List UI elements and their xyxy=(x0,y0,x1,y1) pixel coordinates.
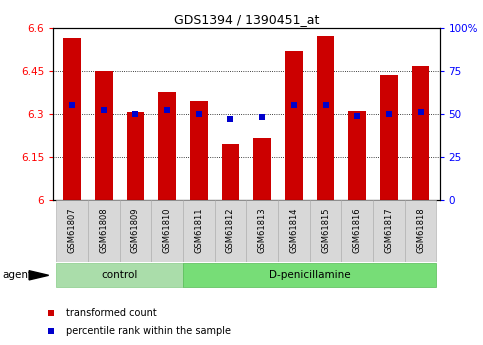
Text: GSM61807: GSM61807 xyxy=(68,207,77,253)
Bar xyxy=(63,38,81,200)
Bar xyxy=(57,200,88,262)
Text: control: control xyxy=(101,270,138,280)
Bar xyxy=(285,51,302,200)
Title: GDS1394 / 1390451_at: GDS1394 / 1390451_at xyxy=(174,13,319,27)
Bar xyxy=(88,200,120,262)
Bar xyxy=(405,200,436,262)
Bar xyxy=(190,101,208,200)
Bar xyxy=(95,71,113,200)
Text: D-penicillamine: D-penicillamine xyxy=(269,270,351,280)
Bar xyxy=(278,200,310,262)
Text: GSM61815: GSM61815 xyxy=(321,207,330,253)
Bar xyxy=(380,75,398,200)
Bar xyxy=(151,200,183,262)
Bar xyxy=(317,36,334,200)
Text: GSM61817: GSM61817 xyxy=(384,207,393,253)
Bar xyxy=(373,200,405,262)
Bar xyxy=(310,200,341,262)
Bar xyxy=(348,111,366,200)
Bar xyxy=(57,264,183,287)
Text: agent: agent xyxy=(2,270,32,280)
Bar xyxy=(246,200,278,262)
Bar xyxy=(158,92,176,200)
Bar xyxy=(341,200,373,262)
Text: GSM61808: GSM61808 xyxy=(99,207,108,253)
Bar xyxy=(120,200,151,262)
Text: GSM61814: GSM61814 xyxy=(289,207,298,253)
Text: GSM61809: GSM61809 xyxy=(131,207,140,253)
Bar xyxy=(127,112,144,200)
Bar xyxy=(222,144,239,200)
Bar xyxy=(412,66,429,200)
Bar xyxy=(183,200,214,262)
Text: percentile rank within the sample: percentile rank within the sample xyxy=(66,326,231,335)
Text: GSM61811: GSM61811 xyxy=(194,207,203,253)
Text: GSM61818: GSM61818 xyxy=(416,207,425,253)
Text: transformed count: transformed count xyxy=(66,308,157,318)
Text: GSM61813: GSM61813 xyxy=(257,207,267,253)
Text: GSM61810: GSM61810 xyxy=(163,207,171,253)
Text: GSM61816: GSM61816 xyxy=(353,207,362,253)
Text: GSM61812: GSM61812 xyxy=(226,207,235,253)
Bar xyxy=(214,200,246,262)
Bar xyxy=(254,138,271,200)
Bar xyxy=(183,264,436,287)
Polygon shape xyxy=(29,271,49,280)
